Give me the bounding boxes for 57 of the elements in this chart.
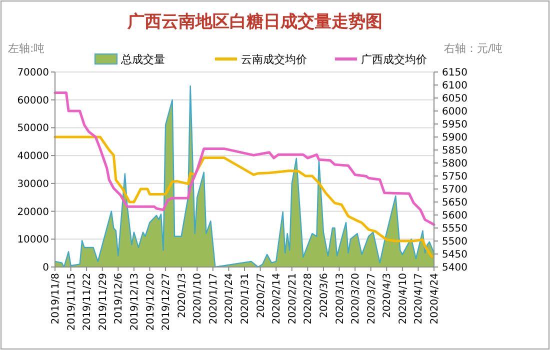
x-tick-label: 2020/4/3 — [382, 273, 394, 318]
line-series — [54, 136, 433, 258]
y2-axis-title: 右轴：元/吨 — [444, 42, 503, 55]
x-tick-label: 2020/3/20 — [350, 273, 362, 324]
chart-title: 广西云南地区白糖日成交量走势图 — [126, 12, 382, 32]
y2-tick-label: 5850 — [442, 146, 468, 156]
legend-label: 云南成交均价 — [241, 52, 307, 66]
x-tick-label: 2020/2/28 — [303, 273, 314, 324]
x-tick-label: 2020/1/10 — [192, 273, 204, 324]
y-axis-title: 左轴:吨 — [8, 42, 45, 55]
x-tick-label: 2020/1/3 — [176, 273, 188, 318]
y2-tick-label: 5450 — [442, 250, 468, 260]
y2-tick-label: 5800 — [442, 158, 468, 170]
x-tick-label: 2019/12/27 — [161, 273, 172, 331]
y2-tick-label: 6150 — [442, 68, 468, 78]
x-tick-label: 2019/12/20 — [145, 273, 156, 331]
x-tick-label: 2020/3/6 — [318, 273, 330, 318]
y-tick-label: 40000 — [17, 151, 49, 162]
x-tick-label: 2020/3/13 — [334, 273, 346, 324]
x-tick-label: 2020/4/17 — [414, 273, 425, 324]
y2-tick-label: 6000 — [442, 106, 468, 118]
y-tick-label: 70000 — [17, 68, 49, 78]
x-tick-label: 2020/2/14 — [272, 273, 283, 324]
line-series — [54, 92, 436, 226]
y2-tick-label: 5900 — [442, 132, 468, 144]
y-tick-label: 30000 — [17, 178, 49, 190]
x-tick-label: 2020/1/24 — [224, 273, 236, 324]
y2-tick-label: 6100 — [442, 80, 468, 92]
y-tick-label: 10000 — [17, 234, 49, 246]
y2-tick-label: 5400 — [442, 262, 468, 274]
y2-tick-label: 6050 — [442, 94, 468, 104]
y-tick-label: 50000 — [17, 123, 49, 134]
legend-label: 总成交量 — [120, 52, 165, 66]
x-tick-label: 2019/12/6 — [114, 273, 125, 324]
y-tick-label: 60000 — [17, 95, 49, 106]
y2-tick-label: 5500 — [442, 236, 468, 248]
x-tick-label: 2019/11/22 — [82, 273, 94, 331]
y2-tick-label: 5700 — [442, 184, 468, 196]
x-tick-label: 2019/11/15 — [66, 273, 78, 331]
x-tick-label: 2019/12/13 — [129, 273, 140, 331]
y-tick-label: 0 — [42, 262, 49, 274]
x-tick-label: 2020/1/31 — [240, 273, 251, 324]
x-tick-label: 2019/11/29 — [98, 273, 109, 331]
x-tick-label: 2020/4/24 — [430, 273, 440, 324]
y-tick-label: 20000 — [17, 206, 49, 218]
x-tick-label: 2020/1/17 — [208, 273, 220, 324]
x-tick-label: 2019/11/8 — [50, 273, 62, 324]
y2-tick-label: 5950 — [442, 120, 468, 130]
legend-label: 广西成交均价 — [361, 52, 427, 66]
y2-tick-label: 5750 — [442, 172, 468, 182]
x-tick-label: 2020/4/10 — [398, 273, 409, 324]
y2-tick-label: 5650 — [442, 198, 468, 208]
x-tick-label: 2020/2/21 — [287, 273, 298, 324]
x-tick-label: 2020/2/7 — [256, 273, 267, 318]
x-tick-label: 2020/3/27 — [366, 273, 378, 324]
y2-tick-label: 5550 — [442, 224, 468, 234]
y2-tick-label: 5600 — [442, 210, 468, 222]
